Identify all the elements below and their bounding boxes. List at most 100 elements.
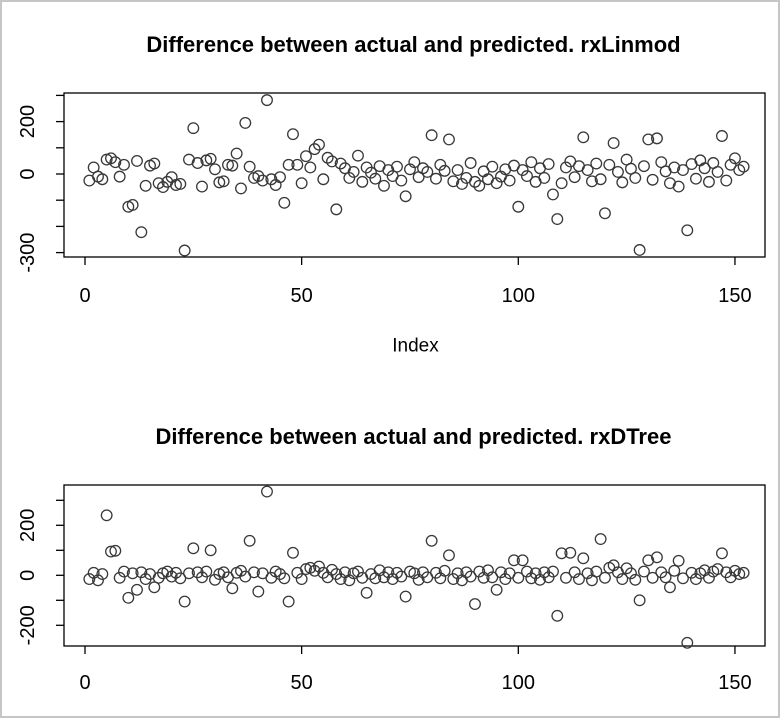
data-point bbox=[672, 554, 685, 567]
data-point bbox=[525, 156, 538, 169]
data-point bbox=[356, 175, 369, 188]
data-point bbox=[200, 565, 213, 578]
x-tick-label: 150 bbox=[718, 672, 751, 694]
data-point bbox=[174, 572, 187, 585]
data-point bbox=[581, 164, 594, 177]
data-point bbox=[486, 160, 499, 173]
x-tick-label: 100 bbox=[502, 672, 535, 694]
data-point bbox=[594, 533, 607, 546]
data-point bbox=[555, 177, 568, 190]
data-point bbox=[560, 161, 572, 174]
data-point bbox=[152, 571, 165, 584]
data-point bbox=[326, 563, 338, 576]
data-point bbox=[352, 565, 364, 578]
data-point bbox=[737, 566, 750, 579]
data-point bbox=[109, 544, 122, 557]
data-point bbox=[629, 171, 642, 184]
data-point bbox=[274, 568, 286, 581]
data-point bbox=[239, 116, 252, 129]
data-point bbox=[659, 571, 672, 584]
data-point bbox=[646, 571, 659, 584]
data-point bbox=[204, 152, 217, 165]
data-point bbox=[148, 157, 161, 170]
data-point bbox=[698, 162, 711, 175]
data-point bbox=[633, 594, 646, 607]
data-point bbox=[599, 207, 611, 220]
data-point bbox=[256, 174, 269, 187]
data-point bbox=[278, 572, 291, 585]
data-point bbox=[408, 156, 421, 169]
data-point bbox=[438, 564, 451, 577]
data-point bbox=[464, 570, 477, 583]
data-point bbox=[607, 137, 620, 150]
data-point bbox=[716, 130, 728, 142]
data-point bbox=[308, 564, 321, 577]
data-point bbox=[451, 164, 464, 177]
data-point bbox=[642, 133, 655, 146]
data-point bbox=[486, 571, 499, 584]
data-point bbox=[226, 159, 239, 172]
data-point bbox=[96, 568, 109, 581]
x-tick-label: 50 bbox=[291, 672, 313, 694]
data-point bbox=[126, 567, 139, 580]
data-point bbox=[300, 150, 312, 163]
x-tick-label: 0 bbox=[79, 672, 90, 694]
data-point bbox=[152, 177, 165, 190]
data-point bbox=[616, 573, 629, 586]
data-point bbox=[547, 565, 559, 578]
data-point bbox=[577, 131, 590, 144]
data-point bbox=[317, 173, 330, 186]
data-point bbox=[373, 564, 386, 577]
data-point bbox=[490, 177, 503, 190]
data-point bbox=[343, 574, 356, 587]
data-point bbox=[135, 566, 148, 579]
data-point bbox=[703, 571, 715, 584]
data-point bbox=[287, 128, 299, 141]
data-point bbox=[330, 203, 343, 216]
plot-box bbox=[63, 92, 766, 258]
data-point bbox=[555, 547, 568, 560]
data-point bbox=[451, 567, 464, 580]
data-point bbox=[287, 546, 299, 559]
data-point bbox=[92, 574, 104, 587]
data-point bbox=[668, 161, 681, 174]
data-point bbox=[391, 566, 403, 579]
data-point bbox=[551, 609, 564, 622]
data-point bbox=[126, 198, 139, 211]
data-point bbox=[83, 573, 96, 586]
data-point bbox=[408, 567, 421, 580]
data-point bbox=[178, 595, 191, 608]
data-point bbox=[105, 545, 117, 558]
data-point bbox=[629, 573, 642, 586]
data-point bbox=[490, 583, 503, 596]
data-point bbox=[96, 173, 109, 186]
data-point bbox=[295, 573, 308, 586]
data-point bbox=[668, 564, 681, 577]
data-point bbox=[664, 581, 676, 594]
data-point bbox=[226, 582, 239, 595]
data-point bbox=[737, 160, 750, 173]
data-point bbox=[282, 595, 295, 608]
data-point bbox=[252, 170, 265, 183]
data-point bbox=[681, 636, 694, 649]
data-point bbox=[716, 547, 728, 560]
y-tick-label: 0 bbox=[17, 570, 39, 581]
data-point bbox=[651, 551, 663, 564]
data-point bbox=[352, 149, 364, 162]
data-point bbox=[261, 485, 273, 498]
x-axis-label: Index bbox=[392, 336, 439, 357]
data-point bbox=[213, 176, 226, 189]
data-point bbox=[512, 571, 525, 584]
data-point bbox=[131, 154, 143, 167]
data-point bbox=[694, 154, 707, 167]
data-point bbox=[438, 164, 451, 177]
data-point bbox=[469, 598, 481, 611]
x-tick-label: 50 bbox=[291, 285, 313, 307]
data-point bbox=[395, 570, 408, 583]
data-point bbox=[209, 163, 221, 176]
x-tick-label: 150 bbox=[718, 285, 751, 307]
plot-box bbox=[63, 484, 766, 647]
data-point bbox=[369, 172, 382, 185]
data-point bbox=[651, 132, 663, 145]
